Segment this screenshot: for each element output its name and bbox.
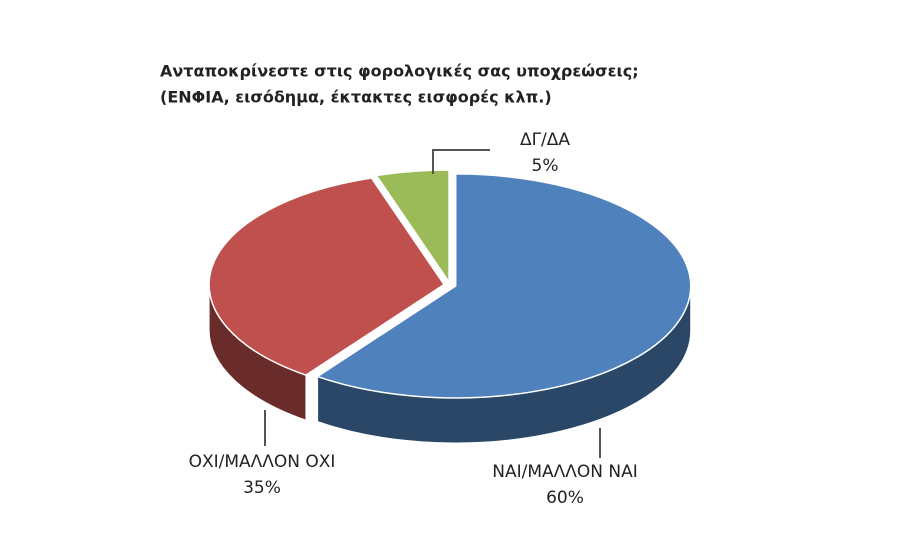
- slice: [208, 177, 446, 376]
- category-label: ΔΓ/ΔΑ: [520, 130, 570, 150]
- value-label: 60%: [546, 488, 584, 508]
- slice: [375, 169, 450, 285]
- value-label: 35%: [243, 478, 281, 498]
- leader-line: [432, 149, 490, 174]
- slice: [315, 173, 692, 399]
- category-label: ΝΑΙ/ΜΑΛΛΟΝ ΝΑΙ: [492, 462, 638, 482]
- chart-title: Ανταποκρίνεστε στις φορολογικές σας υποχ…: [160, 62, 639, 81]
- chart-subtitle: (ΕΝΦΙΑ, εισόδημα, έκτακτες εισφορές κλπ.…: [160, 88, 552, 107]
- value-label: 5%: [532, 156, 559, 176]
- category-label: ΟΧΙ/ΜΑΛΛΟΝ ΟΧΙ: [189, 452, 336, 472]
